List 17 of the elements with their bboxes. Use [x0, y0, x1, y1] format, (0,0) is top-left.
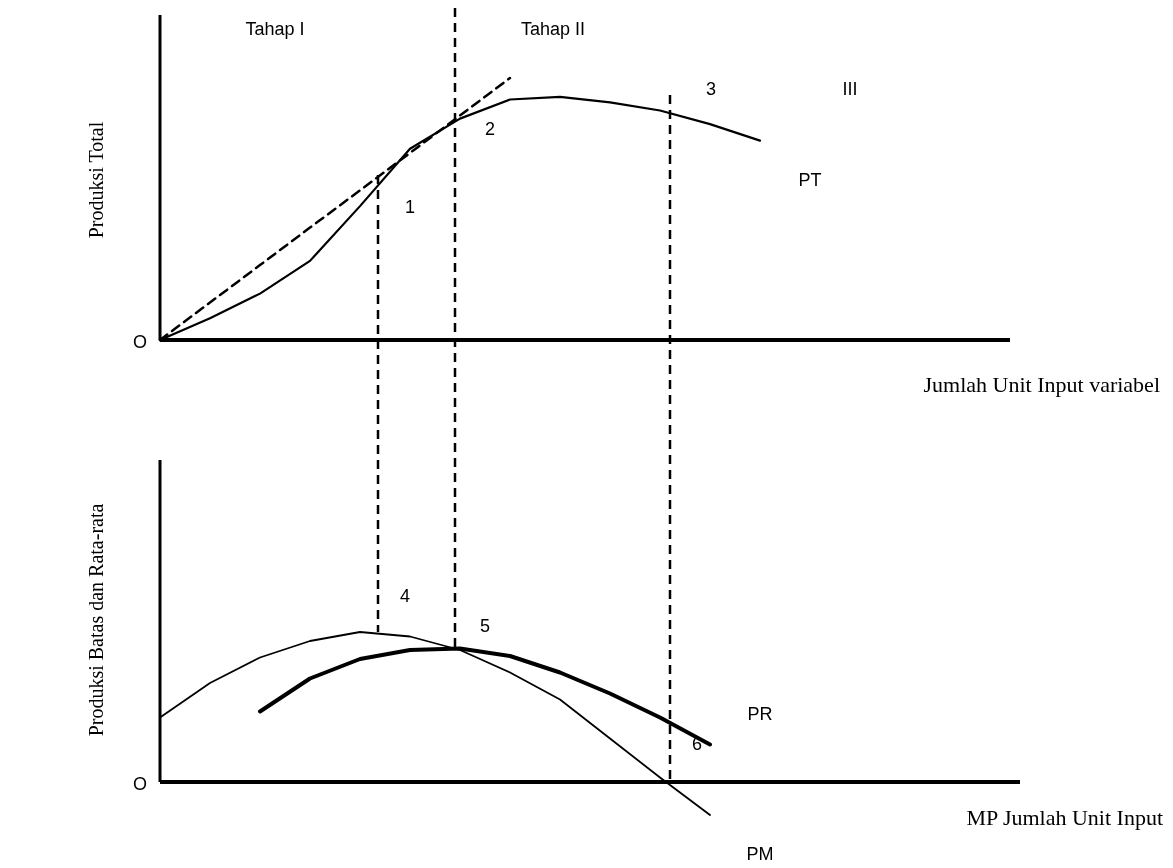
text: Tahap II [520, 19, 586, 39]
text: PR [747, 703, 773, 724]
annotation: 5 [479, 616, 491, 636]
text: O [132, 774, 148, 794]
text: PT [798, 169, 822, 190]
x-axis-title: Jumlah Unit Input variabel [923, 372, 1160, 397]
x-axis-title: MP Jumlah Unit Input [966, 805, 1163, 830]
text: Tahap I [245, 19, 305, 39]
text: 4 [399, 586, 411, 606]
annotation: III [842, 79, 858, 99]
annotation: 2 [484, 119, 496, 139]
text: O [132, 332, 148, 352]
y-axis-title: Produksi Batas dan Rata-rata [85, 503, 107, 737]
text: PM [746, 844, 774, 864]
annotation: 3 [705, 79, 717, 99]
annotation: 1 [404, 197, 416, 217]
y-axis-title: Produksi Total [85, 121, 107, 239]
